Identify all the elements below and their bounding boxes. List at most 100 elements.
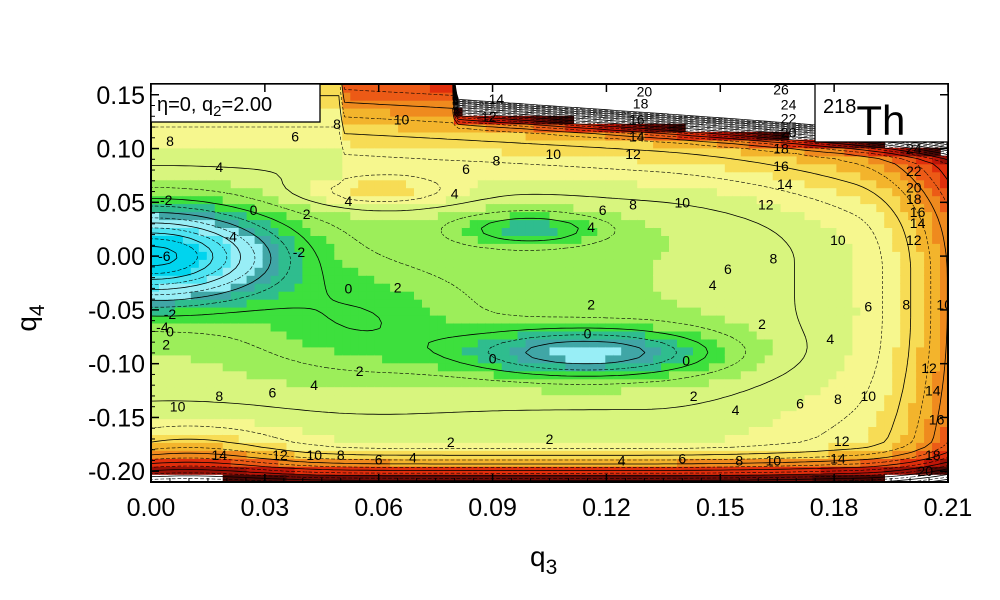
contour-cell — [621, 298, 630, 308]
contour-cell — [836, 378, 846, 388]
contour-cell — [700, 306, 710, 316]
contour-cell — [414, 211, 423, 221]
contour-cell — [453, 275, 463, 284]
contour-cell — [916, 434, 925, 443]
contour-cell — [716, 330, 726, 340]
contour-cell — [206, 410, 216, 420]
contour-cell — [342, 203, 351, 213]
contour-cell — [916, 227, 925, 236]
contour-cell — [422, 386, 431, 396]
contour-cell — [581, 426, 591, 435]
contour-cell — [278, 163, 288, 173]
contour-cell — [756, 322, 766, 332]
contour-cell — [812, 171, 822, 181]
contour-cell — [159, 131, 168, 141]
contour-cell — [597, 155, 606, 165]
contour-cell — [318, 314, 328, 324]
contour-cell — [764, 243, 774, 252]
contour-cell — [318, 259, 328, 268]
contour-cell — [246, 203, 256, 213]
contour-cell — [230, 267, 240, 276]
contour-cell — [629, 450, 638, 459]
contour-cell — [788, 298, 798, 308]
contour-cell — [908, 434, 917, 443]
contour-cell — [716, 402, 726, 412]
contour-cell — [310, 275, 320, 284]
contour-cell — [589, 450, 598, 459]
contour-cell — [892, 171, 901, 181]
contour-cell — [908, 442, 917, 451]
contour-cell — [190, 322, 200, 332]
contour-cell — [445, 338, 455, 348]
contour-cell — [549, 203, 559, 213]
contour-cell — [358, 370, 367, 380]
contour-cell — [254, 306, 264, 316]
contour-cell — [812, 163, 822, 173]
contour-label: 4 — [826, 331, 834, 347]
contour-cell — [509, 219, 519, 228]
contour-cell — [414, 171, 423, 181]
contour-cell — [398, 450, 407, 459]
contour-cell — [924, 370, 933, 380]
contour-cell — [310, 291, 320, 300]
contour-cell — [198, 227, 208, 236]
contour-cell — [916, 291, 925, 300]
contour-cell — [238, 474, 248, 482]
contour-cell — [804, 458, 814, 467]
contour-cell — [318, 99, 328, 109]
contour-cell — [613, 195, 622, 205]
contour-cell — [525, 410, 535, 420]
contour-cell — [836, 171, 846, 181]
contour-cell — [310, 314, 320, 324]
contour-cell — [828, 283, 838, 292]
contour-cell — [453, 338, 463, 348]
contour-cell — [493, 163, 503, 173]
contour-cell — [159, 434, 168, 443]
contour-cell — [286, 442, 296, 451]
contour-cell — [788, 410, 798, 420]
contour-cell — [262, 179, 272, 189]
contour-cell — [693, 211, 702, 221]
contour-cell — [445, 84, 455, 93]
contour-cell — [334, 163, 343, 173]
contour-cell — [884, 187, 893, 197]
contour-cell — [374, 426, 383, 435]
contour-cell — [724, 434, 734, 443]
contour-cell — [597, 283, 606, 292]
contour-cell — [382, 259, 391, 268]
contour-cell — [876, 402, 885, 412]
contour-cell — [581, 203, 591, 213]
contour-cell — [414, 442, 423, 451]
contour-cell — [477, 378, 487, 388]
contour-cell — [820, 386, 830, 396]
contour-cell — [485, 219, 495, 228]
contour-cell — [310, 386, 320, 396]
contour-cell — [270, 251, 280, 260]
contour-cell — [788, 243, 798, 252]
contour-cell — [182, 235, 192, 244]
contour-cell — [318, 362, 328, 372]
contour-cell — [669, 378, 678, 388]
contour-cell — [693, 346, 702, 356]
contour-cell — [310, 298, 320, 308]
contour-cell — [629, 410, 638, 420]
contour-cell — [342, 99, 351, 109]
contour-cell — [302, 275, 312, 284]
contour-cell — [836, 227, 846, 236]
contour-cell — [812, 275, 822, 284]
contour-cell — [485, 251, 495, 260]
contour-cell — [278, 474, 288, 482]
contour-cell — [780, 474, 790, 482]
contour-cell — [860, 362, 869, 372]
contour-cell — [477, 291, 487, 300]
contour-cell — [190, 410, 200, 420]
contour-cell — [661, 155, 670, 165]
contour-cell — [565, 314, 575, 324]
contour-cell — [525, 458, 535, 467]
contour-cell — [693, 306, 702, 316]
contour-cell — [860, 291, 869, 300]
contour-cell — [422, 298, 431, 308]
contour-cell — [453, 426, 463, 435]
contour-cell — [398, 291, 407, 300]
contour-cell — [166, 283, 176, 292]
